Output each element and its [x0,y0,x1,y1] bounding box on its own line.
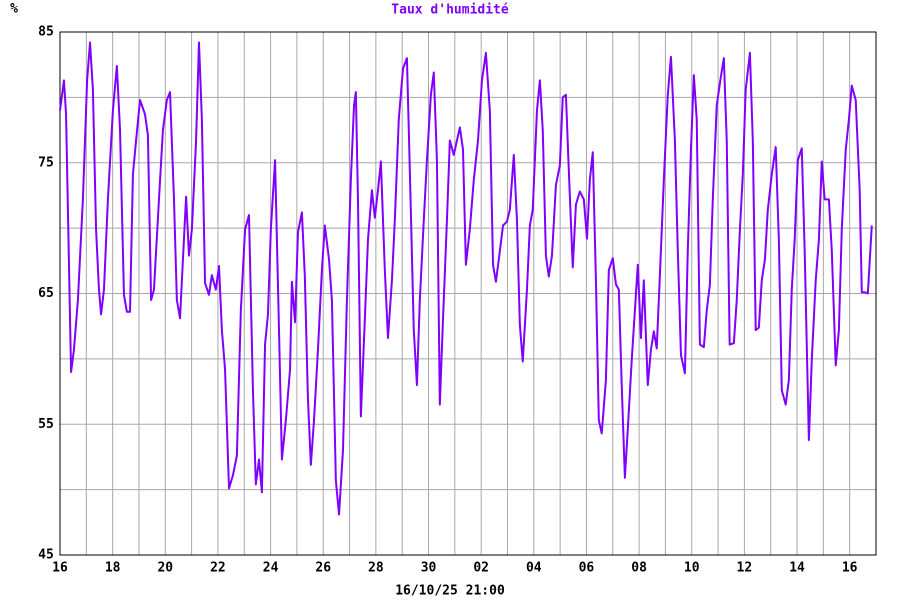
x-tick-label: 28 [368,561,384,576]
x-tick-label: 06 [579,561,595,576]
x-tick-label: 18 [105,561,121,576]
x-tick-label: 20 [157,561,173,576]
x-tick-label: 16 [842,561,858,576]
x-tick-label: 16 [52,561,68,576]
x-tick-label: 14 [789,561,805,576]
y-tick-label: 85 [38,25,54,40]
x-tick-label: 26 [315,561,331,576]
y-tick-label: 45 [38,548,54,563]
x-axis-label: 16/10/25 21:00 [395,584,505,599]
y-tick-label: 65 [38,286,54,301]
x-tick-label: 30 [421,561,437,576]
x-tick-label: 24 [263,561,279,576]
y-tick-label: 75 [38,155,54,170]
x-tick-label: 12 [737,561,753,576]
y-tick-label: 55 [38,417,54,432]
plot-frame [59,31,877,556]
x-tick-label: 08 [631,561,647,576]
x-tick-label: 22 [210,561,226,576]
x-tick-label: 10 [684,561,700,576]
chart-title: Taux d'humidité [391,3,509,18]
x-tick-label: 02 [473,561,489,576]
data-line [59,41,873,516]
y-axis-label: % [10,2,18,17]
x-tick-label: 04 [526,561,542,576]
